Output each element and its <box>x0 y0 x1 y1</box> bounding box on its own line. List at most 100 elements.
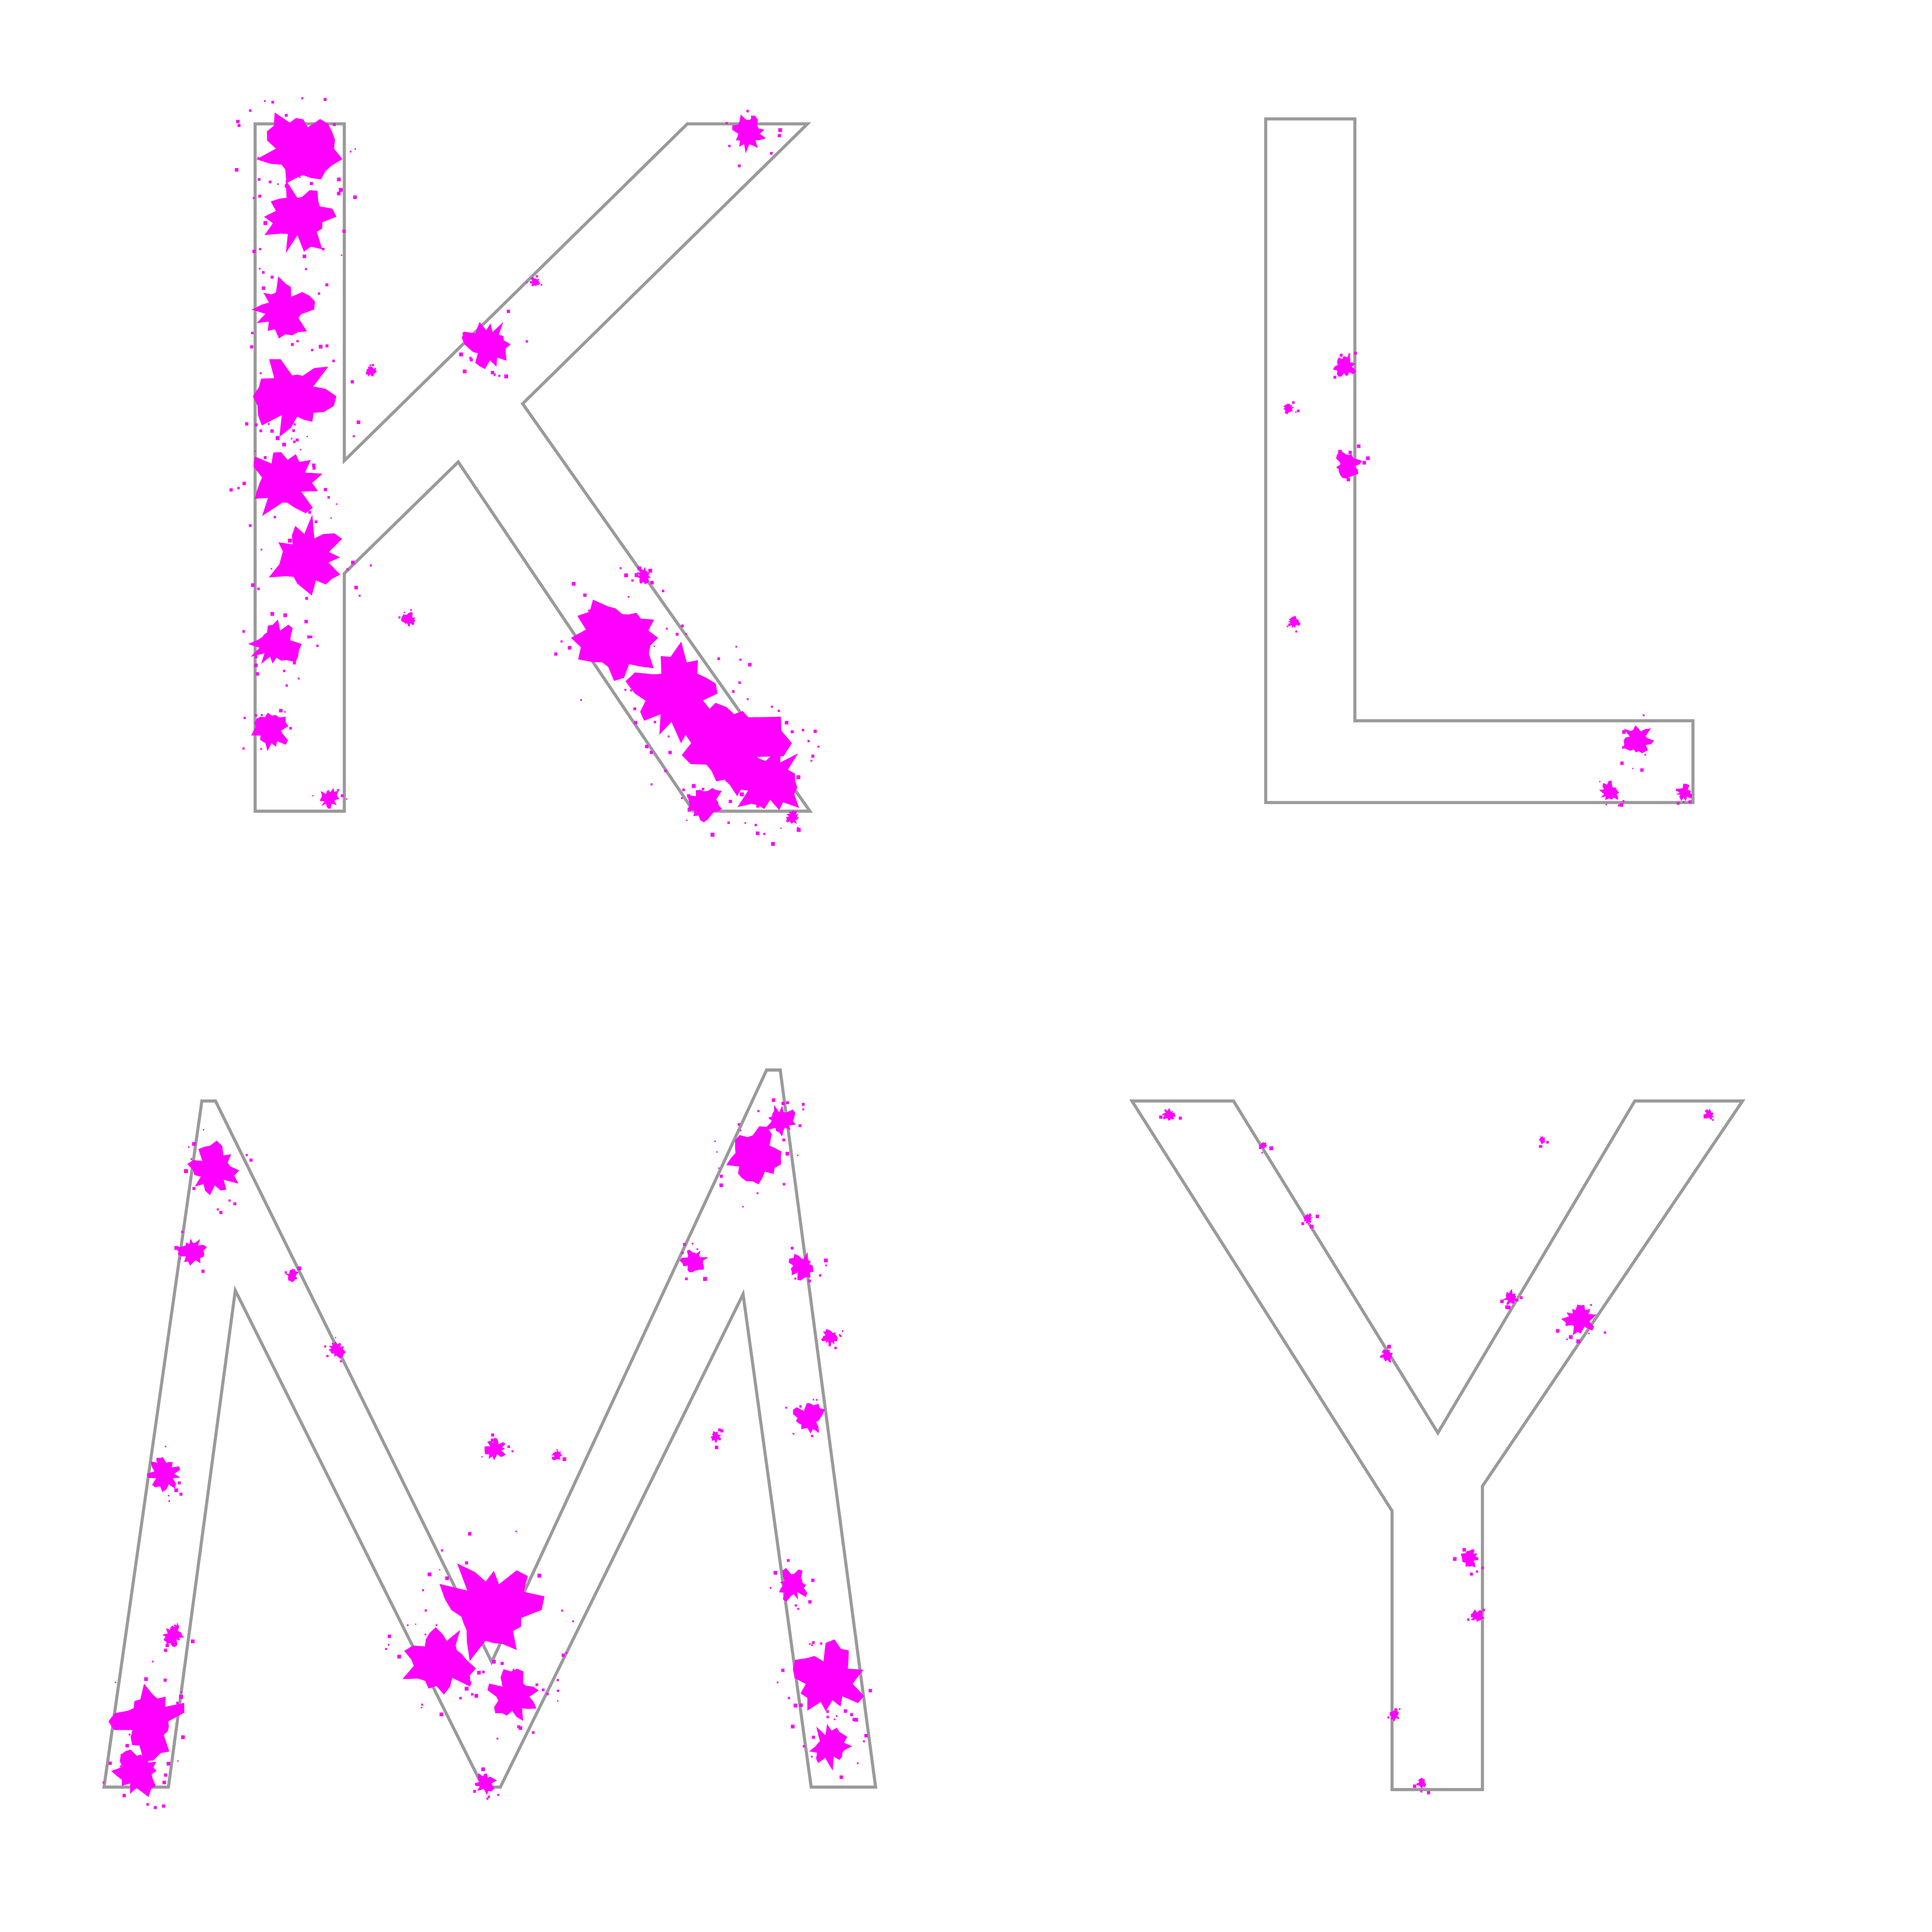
letter-m-fill-speck <box>491 1438 495 1442</box>
letter-y-fill-speck <box>1506 1306 1511 1309</box>
letter-m-fill-speck <box>557 1700 559 1702</box>
letter-l-fill-speck <box>1622 746 1625 749</box>
letter-k-fill-speck <box>283 613 287 617</box>
letter-k-fill-speck <box>289 727 292 730</box>
letter-m-fill-speck <box>838 1334 841 1336</box>
letter-k-fill-speck <box>351 380 354 384</box>
letter-l-fill-cluster <box>1336 452 1363 479</box>
letter-y-fill-speck <box>1471 1614 1475 1618</box>
letter-m-fill-speck <box>773 1571 778 1575</box>
letter-m-fill-speck <box>719 1183 723 1187</box>
letter-m-fill-speck <box>562 1457 567 1461</box>
letter-k-fill-speck <box>682 788 685 792</box>
letter-k-fill-speck <box>681 797 683 799</box>
letter-m-fill-speck <box>820 1642 823 1645</box>
letter-k-fill-speck <box>258 268 261 270</box>
letter-k-fill-speck <box>811 754 815 758</box>
letter-k-fill-speck <box>316 644 319 647</box>
letter-k-fill-cluster <box>571 599 658 681</box>
letter-k-fill-speck <box>252 249 256 253</box>
letter-k-fill-speck <box>568 646 572 650</box>
letter-k-fill-cluster <box>251 712 289 752</box>
letter-k-fill-speck <box>268 423 270 425</box>
letter-k-fill-speck <box>255 450 256 452</box>
letter-k-fill-speck <box>536 275 538 278</box>
letter-l-fill-cluster <box>1288 616 1301 628</box>
letter-k-fill-speck <box>802 728 805 732</box>
letter-m-fill-speck <box>842 1330 844 1332</box>
letter-m-fill-speck <box>233 1202 237 1206</box>
letter-k-fill-speck <box>298 677 300 680</box>
letter-k-fill-speck <box>469 356 472 359</box>
letter-m-fill-speck <box>720 1429 724 1433</box>
letter-k-fill-speck <box>322 248 325 251</box>
letter-m-fill-speck <box>794 1704 798 1708</box>
letter-k-fill-speck <box>319 344 323 349</box>
letter-m-fill-speck <box>561 1609 563 1612</box>
letter-m-fill-speck <box>785 1406 787 1409</box>
letter-m-fill-speck <box>482 1670 485 1674</box>
letter-k-fill-speck <box>269 180 272 184</box>
letter-k-fill-speck <box>333 123 336 127</box>
letter-m-fill-speck <box>811 1644 813 1646</box>
letter-m-fill-speck <box>190 1158 192 1160</box>
letter-m-fill-speck <box>496 1737 498 1740</box>
letter-m-fill-speck <box>471 1693 474 1696</box>
letter-m-fill-speck <box>439 1569 440 1571</box>
letter-m-fill-speck <box>808 1600 812 1604</box>
letter-m-fill-speck <box>188 1146 190 1148</box>
letter-l-fill-speck <box>1333 376 1336 379</box>
letter-k-fill-speck <box>337 191 341 196</box>
letter-m-fill-speck <box>177 1623 178 1625</box>
letter-m-fill-speck <box>791 1724 795 1729</box>
letter-k-fill-speck <box>571 582 576 586</box>
letter-m-fill-speck <box>808 1279 811 1282</box>
letter-k-fill-speck <box>270 612 274 616</box>
letter-k-fill-speck <box>356 420 360 424</box>
letter-k-fill-speck <box>254 663 258 668</box>
letter-k-fill-speck <box>753 723 756 725</box>
letter-k-fill-speck <box>637 566 641 570</box>
letter-y-fill-cluster <box>1303 1213 1313 1225</box>
letter-k-fill-speck <box>653 645 655 647</box>
letter-k-fill-speck <box>738 164 741 168</box>
letter-l-fill-speck <box>1622 800 1625 803</box>
letter-k-fill-speck <box>251 331 254 335</box>
letter-k-fill-speck <box>282 442 286 447</box>
letter-k-fill-cluster <box>732 114 766 154</box>
letter-m-fill-speck <box>532 1731 535 1734</box>
letter-l-fill-speck <box>1295 630 1297 633</box>
letter-m-fill-speck <box>421 1706 423 1708</box>
letter-m-fill-speck <box>184 1169 188 1173</box>
letter-m-fill-speck <box>556 1679 559 1681</box>
letter-m-fill-cluster <box>187 1140 240 1195</box>
letter-m-fill-speck <box>696 1248 698 1250</box>
letter-y-fill-speck <box>1159 1115 1163 1119</box>
letter-m-fill-speck <box>488 1795 490 1798</box>
letter-l-fill-speck <box>1366 456 1370 460</box>
letter-k-fill-speck <box>270 275 274 279</box>
letter-k-fill-speck <box>325 283 328 286</box>
letter-m-fill-speck <box>854 1718 858 1722</box>
letter-k-fill-speck <box>308 511 312 514</box>
letter-m-fill-speck <box>165 1446 167 1448</box>
letter-l <box>1264 117 1695 807</box>
letter-k-fill-speck <box>504 374 509 379</box>
letter-k-fill-speck <box>264 100 266 102</box>
letter-k-fill-speck <box>257 156 259 158</box>
letter-m-fill-speck <box>518 1726 523 1730</box>
letter-l-fill-speck <box>1632 767 1634 769</box>
letter-y-fill-speck <box>1569 1335 1573 1339</box>
letter-m-fill-speck <box>425 1609 427 1612</box>
letter-k-fill-speck <box>817 745 820 748</box>
letter-m-fill-speck <box>799 1703 803 1707</box>
letter-k-fill-speck <box>710 833 715 837</box>
letter-m-fill-speck <box>777 1681 779 1684</box>
letter-k-fill-speck <box>242 482 246 485</box>
letter-k-fill-speck <box>675 633 679 636</box>
letter-k-fill-speck <box>261 413 264 416</box>
letter-m-fill-speck <box>164 1648 168 1652</box>
letter-k-fill-speck <box>354 148 356 150</box>
letter-l-fill-speck <box>1605 804 1607 806</box>
letter-m-fill-speck <box>114 1681 116 1683</box>
